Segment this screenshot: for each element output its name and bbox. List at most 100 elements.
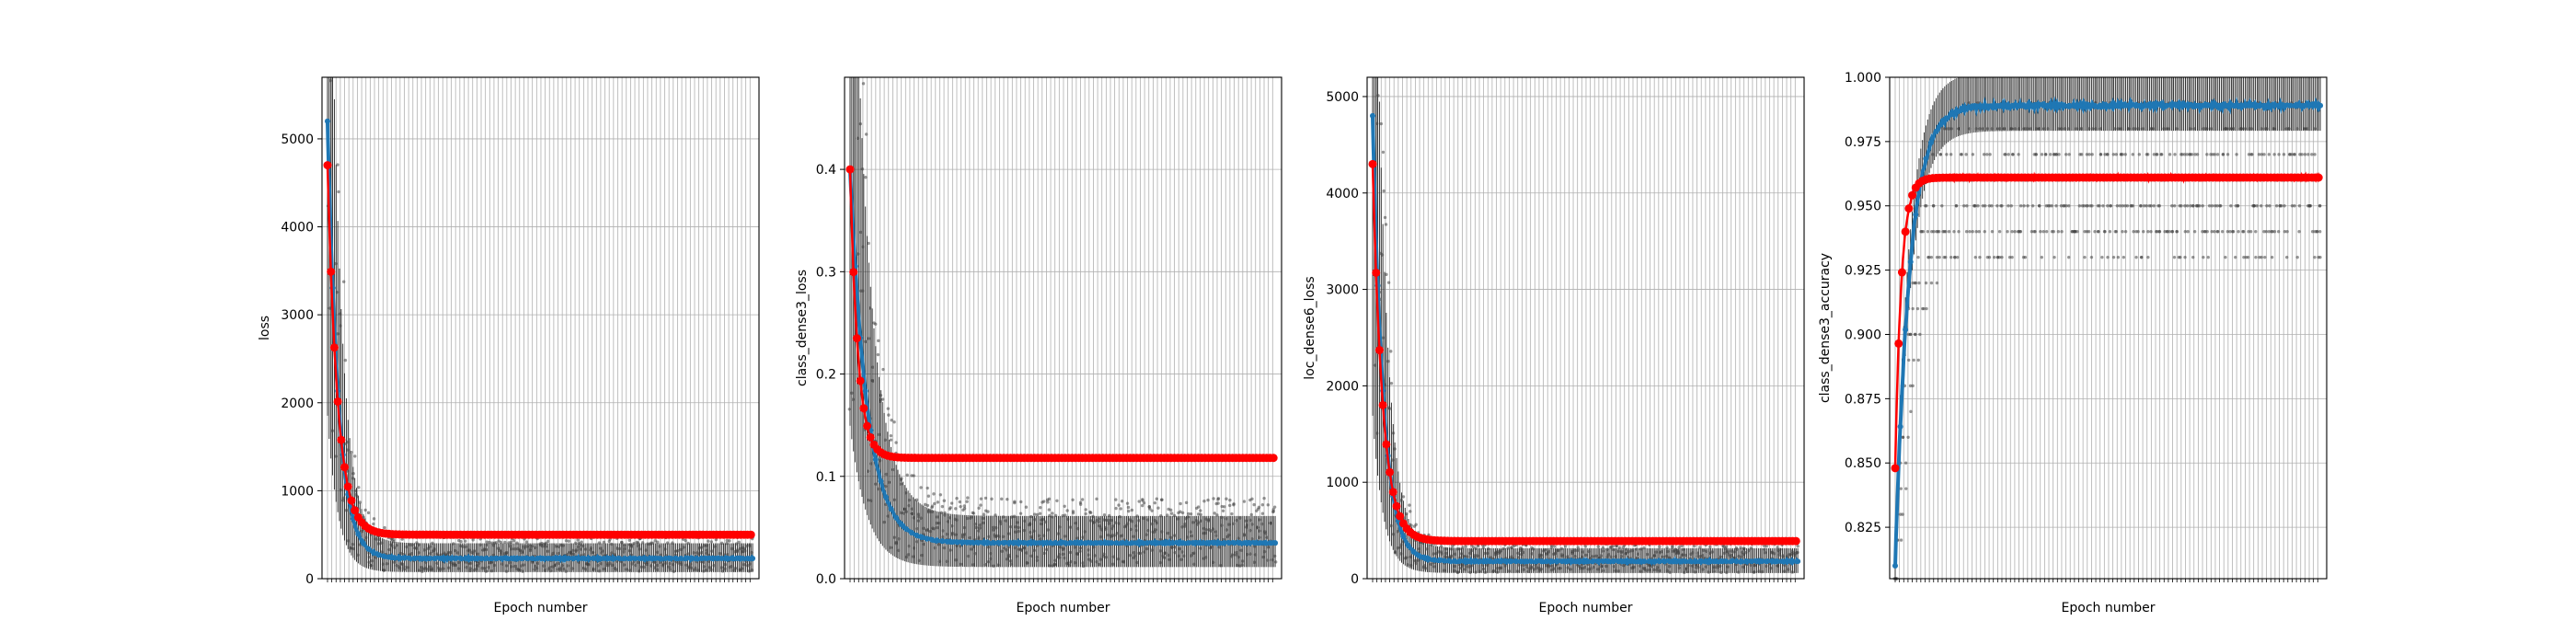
batch-point — [362, 515, 365, 519]
batch-point — [1533, 568, 1536, 571]
batch-point — [950, 531, 955, 535]
batch-point — [617, 546, 622, 551]
batch-point — [341, 496, 346, 500]
batch-point — [402, 565, 406, 569]
batch-point — [1043, 520, 1048, 524]
red-series-point — [337, 435, 346, 444]
batch-point — [1645, 552, 1650, 557]
blue-series-point — [621, 556, 627, 562]
batch-point — [1696, 563, 1699, 567]
batch-point — [418, 569, 421, 572]
batch-point — [480, 566, 484, 570]
blue-series-point — [1779, 558, 1786, 565]
batch-point — [1176, 517, 1179, 521]
batch-point — [2052, 229, 2055, 234]
batch-point — [1087, 548, 1090, 552]
batch-point — [599, 546, 603, 550]
batch-point — [1604, 564, 1608, 569]
batch-point — [1089, 559, 1094, 563]
batch-point — [851, 397, 855, 401]
batch-point — [1141, 499, 1144, 502]
batch-point — [1708, 545, 1712, 549]
batch-point — [2094, 127, 2098, 131]
batch-point — [2157, 229, 2162, 234]
batch-point — [2146, 255, 2150, 259]
batch-point — [1788, 553, 1791, 557]
batch-point — [968, 535, 972, 540]
batch-point — [1396, 546, 1400, 550]
batch-point — [417, 543, 421, 546]
batch-point — [525, 545, 529, 548]
batch-point — [1449, 547, 1454, 551]
batch-point — [1057, 552, 1062, 557]
batch-point — [2198, 204, 2202, 208]
batch-point — [1938, 229, 1941, 234]
batch-point — [2136, 127, 2141, 131]
batch-point — [2137, 153, 2142, 156]
blue-series-point — [499, 556, 505, 562]
batch-point — [1260, 503, 1265, 507]
batch-point — [1184, 500, 1189, 505]
batch-point — [709, 568, 713, 572]
batch-point — [1592, 565, 1595, 569]
batch-point — [2167, 127, 2170, 131]
blue-series-point — [1502, 558, 1509, 565]
batch-point — [1685, 569, 1690, 574]
batch-point — [1907, 358, 1911, 362]
batch-point — [1949, 127, 1953, 131]
batch-point — [1790, 570, 1794, 574]
batch-point — [351, 542, 355, 546]
batch-point — [610, 551, 614, 555]
batch-point — [1186, 515, 1190, 519]
blue-series-point — [965, 539, 972, 546]
batch-point — [1680, 544, 1684, 548]
batch-point — [2121, 204, 2124, 208]
blue-series-point — [1702, 558, 1708, 565]
batch-point — [1102, 513, 1107, 517]
batch-point — [363, 508, 367, 512]
batch-point — [1468, 551, 1472, 556]
y-tick-label: 4000 — [281, 221, 314, 236]
batch-point — [1039, 506, 1042, 510]
y-axis-label: class_dense3_loss — [795, 270, 810, 386]
batch-point — [397, 567, 402, 570]
batch-point — [615, 568, 618, 571]
batch-point — [1037, 534, 1041, 537]
batch-point — [2145, 204, 2148, 208]
batch-point — [1495, 570, 1500, 574]
batch-point — [512, 539, 516, 543]
batch-point — [1110, 518, 1113, 523]
batch-point — [1273, 560, 1278, 564]
batch-point — [2106, 153, 2110, 156]
batch-point — [2159, 153, 2164, 156]
batch-point — [586, 562, 590, 566]
batch-point — [1569, 568, 1572, 571]
blue-series-point — [975, 539, 982, 546]
batch-point — [868, 306, 872, 310]
blue-series-point — [555, 556, 561, 562]
batch-point — [1796, 545, 1800, 548]
batch-point — [1019, 500, 1023, 504]
batch-point — [2166, 229, 2169, 234]
batch-point — [2063, 127, 2066, 131]
batch-point — [1199, 512, 1202, 517]
batch-point — [672, 569, 676, 573]
batch-point — [1379, 121, 1383, 126]
batch-point — [1655, 568, 1659, 572]
blue-series-point — [1052, 540, 1058, 546]
batch-point — [2149, 229, 2153, 234]
batch-point — [1130, 519, 1134, 523]
batch-point — [668, 568, 672, 571]
batch-point — [1778, 547, 1782, 551]
batch-point — [1380, 253, 1385, 257]
red-series-point — [1368, 159, 1377, 168]
blue-series-point — [1133, 540, 1140, 546]
blue-series-point — [1682, 558, 1688, 565]
batch-point — [1409, 523, 1413, 527]
batch-point — [941, 535, 945, 539]
batch-point — [2145, 153, 2150, 156]
axes-frame — [321, 76, 760, 580]
blue-series-point — [371, 549, 377, 556]
batch-point — [1635, 556, 1639, 560]
